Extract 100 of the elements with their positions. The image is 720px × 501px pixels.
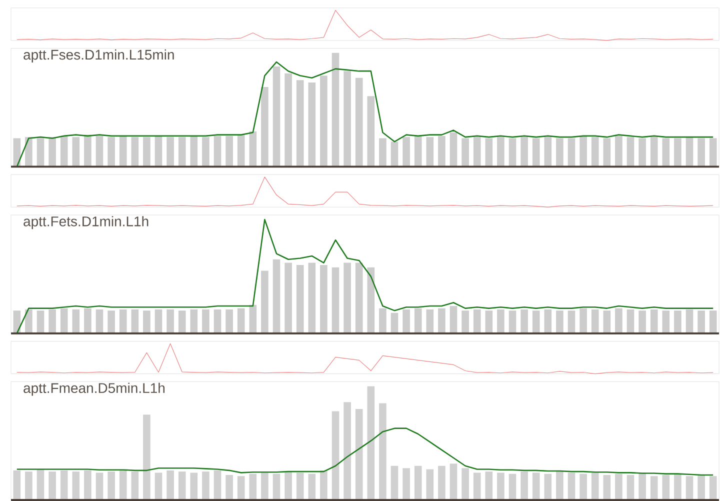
- bar: [214, 309, 222, 334]
- bar: [355, 78, 363, 167]
- bar: [154, 136, 162, 167]
- bar: [662, 310, 670, 334]
- bar: [626, 309, 634, 334]
- bar: [568, 472, 576, 500]
- bar: [48, 137, 56, 167]
- bar: [686, 476, 694, 500]
- bar: [508, 138, 516, 167]
- bar: [344, 71, 351, 167]
- bar: [237, 308, 245, 334]
- bar: [379, 308, 386, 334]
- bar: [709, 138, 717, 167]
- bar: [36, 469, 44, 500]
- bar: [143, 414, 150, 500]
- bar: [674, 310, 682, 334]
- bar: [308, 262, 316, 334]
- bar: [686, 137, 694, 167]
- bar: [25, 309, 32, 334]
- bar: [143, 137, 150, 167]
- bar: [638, 472, 646, 500]
- bar: [438, 466, 446, 500]
- bar: [544, 137, 552, 167]
- bar: [485, 472, 493, 500]
- bar: [48, 472, 56, 500]
- bar: [284, 73, 292, 167]
- bar: [344, 402, 351, 500]
- bar: [96, 472, 104, 500]
- bar: [698, 310, 705, 334]
- bar: [556, 138, 564, 167]
- bar: [556, 310, 564, 334]
- bar: [178, 137, 186, 167]
- bar: [650, 137, 658, 167]
- bar: [686, 309, 694, 334]
- bar: [544, 474, 552, 500]
- bar: [497, 472, 504, 500]
- bar: [25, 472, 32, 500]
- bar: [320, 265, 328, 334]
- bar: [615, 474, 622, 500]
- bar: [296, 80, 304, 167]
- bar: [332, 52, 340, 167]
- bar: [462, 468, 469, 500]
- bar: [272, 259, 280, 334]
- bar: [202, 472, 210, 500]
- bar: [450, 464, 458, 500]
- bar: [237, 476, 245, 500]
- bar: [237, 134, 245, 167]
- bar: [426, 309, 434, 334]
- bar: [390, 142, 398, 167]
- bar: [638, 138, 646, 167]
- bar: [473, 309, 481, 334]
- bar: [96, 309, 104, 334]
- bar: [497, 309, 504, 334]
- bar: [36, 310, 44, 334]
- bar: [367, 267, 375, 334]
- bar: [638, 310, 646, 334]
- bar: [143, 310, 150, 334]
- bar: [178, 310, 186, 334]
- bar: [284, 262, 292, 334]
- bar: [72, 309, 80, 334]
- bar: [674, 474, 682, 500]
- bar: [544, 309, 552, 334]
- bar: [119, 309, 127, 334]
- bar: [520, 472, 528, 500]
- bar: [190, 472, 198, 500]
- bar: [367, 96, 375, 167]
- bar: [355, 408, 363, 500]
- bar: [662, 474, 670, 500]
- bar: [591, 309, 599, 334]
- bar: [591, 472, 599, 500]
- bar: [379, 138, 386, 167]
- bar: [166, 137, 174, 167]
- bar: [485, 310, 493, 334]
- bar: [662, 138, 670, 167]
- bar: [497, 137, 504, 167]
- bar: [591, 137, 599, 167]
- bar: [650, 309, 658, 334]
- bar: [402, 468, 410, 500]
- bar: [438, 136, 446, 167]
- bar: [485, 138, 493, 167]
- bar: [650, 476, 658, 500]
- bar: [462, 138, 469, 167]
- bar: [532, 472, 540, 500]
- bar: [178, 472, 186, 500]
- bar: [296, 472, 304, 500]
- bar: [202, 137, 210, 167]
- bar: [261, 270, 268, 334]
- bar: [84, 470, 92, 500]
- bar: [190, 136, 198, 167]
- bar: [48, 309, 56, 334]
- bar: [154, 472, 162, 500]
- bar: [308, 474, 316, 500]
- bar: [450, 306, 458, 334]
- bar: [520, 309, 528, 334]
- bar: [615, 308, 622, 334]
- bar: [568, 310, 576, 334]
- bar: [72, 472, 80, 500]
- bar: [119, 136, 127, 167]
- bar: [249, 304, 257, 334]
- bar: [615, 136, 622, 167]
